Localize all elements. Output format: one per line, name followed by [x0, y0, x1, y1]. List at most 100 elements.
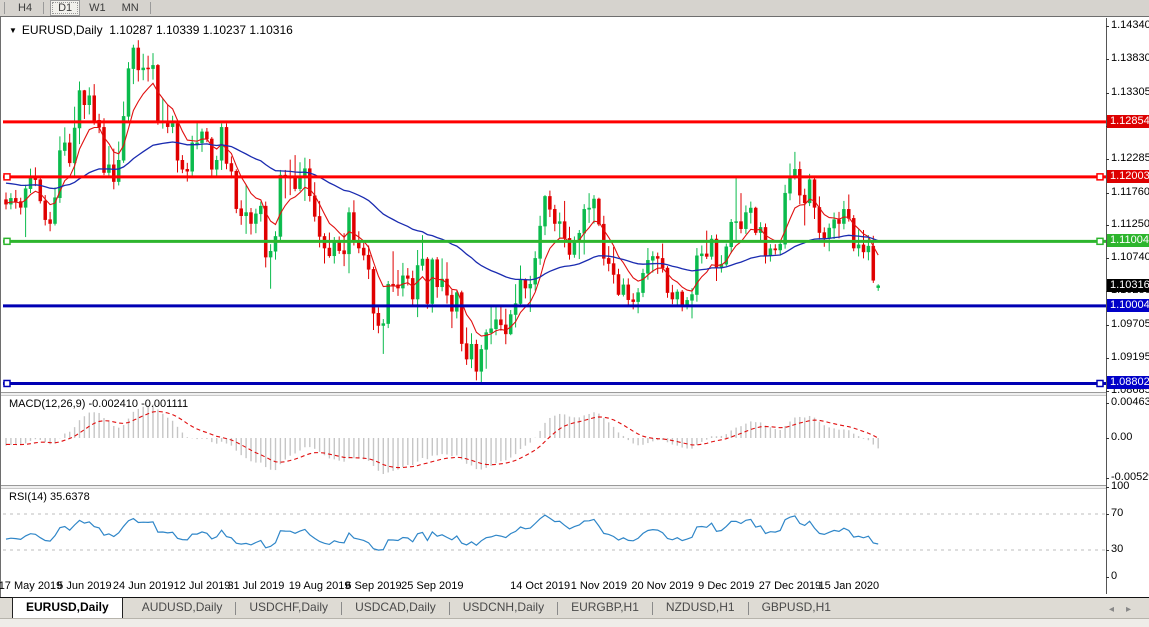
line-handle[interactable] [1096, 237, 1104, 246]
axis-tick [1106, 391, 1109, 393]
line-handle[interactable] [1096, 379, 1104, 388]
price-axis-label: 1.09195 [1111, 351, 1149, 364]
axis-tick [1106, 26, 1109, 27]
chart-title-symbol: EURUSD,Daily [21, 23, 103, 37]
price-badge-1.11004: 1.11004 [1107, 234, 1149, 248]
time-axis-label: 14 Oct 2019 [510, 580, 571, 592]
macd-signal-line [5, 410, 879, 469]
price-axis-label: 1.11760 [1111, 185, 1149, 198]
macd-label: MACD(12,26,9) -0.002410 -0.001111 [9, 398, 189, 410]
tf-button-h4[interactable]: H4 [18, 2, 33, 14]
tab-divider [747, 602, 749, 615]
price-axis-label: 1.11250 [1111, 218, 1149, 231]
tab-scroll-left-icon[interactable]: ◂ [1108, 604, 1126, 615]
price-badge-1.12003: 1.12003 [1107, 169, 1149, 183]
toolbar-separator [43, 2, 45, 14]
time-axis-label: 20 Nov 2019 [631, 580, 694, 592]
rsi-axis-label: 100 [1111, 480, 1130, 492]
axis-tick [1106, 258, 1109, 260]
price-axis: 1.143401.138301.133051.127951.122851.117… [1106, 17, 1149, 597]
time-axis-label: 15 Jan 2020 [818, 580, 880, 592]
tf-button-d1[interactable]: D1 [50, 0, 81, 16]
time-axis-label: 12 Jul 2019 [173, 580, 231, 592]
macd-axis-label: -0.005299 [1111, 471, 1149, 484]
time-axis-label: 24 Jun 2019 [112, 580, 174, 592]
axis-tick [1106, 325, 1109, 327]
bottom-scroll-strip[interactable] [0, 618, 1149, 627]
symbol-tab-bar: EURUSD,Daily AUDUSD,Daily USDCHF,Daily USDC… [0, 597, 1149, 618]
panel-divider-rsi[interactable] [1, 485, 1106, 489]
macd-values: -0.002410 -0.001111 [88, 398, 189, 410]
tab-divider [448, 602, 450, 615]
tf-button-mn[interactable]: MN [121, 2, 139, 14]
time-axis: 17 May 2019 5 Jun 2019 24 Jun 2019 12 Jul 2… [0, 578, 1106, 595]
axis-tick [1106, 192, 1109, 194]
axis-tick [1106, 92, 1109, 94]
chart-title: ▼ EURUSD,Daily 1.10287 1.10339 1.10237 1.… [9, 23, 293, 37]
axis-tick [1106, 514, 1109, 515]
tab-audusd[interactable]: AUDUSD,Daily [141, 600, 223, 614]
tab-divider [557, 602, 559, 615]
price-axis-border [1106, 18, 1107, 594]
tf-button-w1[interactable]: W1 [89, 2, 106, 14]
rsi-axis-label: 70 [1111, 507, 1124, 519]
line-handle[interactable] [3, 379, 11, 388]
time-axis-label: 1 Nov 2019 [570, 580, 628, 592]
macd-chart-canvas[interactable] [3, 394, 1106, 484]
time-axis-label: 31 Jul 2019 [227, 580, 285, 592]
tab-nzdusd[interactable]: NZDUSD,H1 [665, 600, 735, 614]
time-axis-label: 5 Jun 2019 [57, 580, 112, 592]
tab-eurusd[interactable]: EURUSD,Daily [12, 597, 123, 618]
axis-tick [1106, 478, 1109, 480]
price-axis-label: 1.14340 [1111, 19, 1149, 31]
tab-divider [235, 602, 237, 615]
price-axis-label: 1.13830 [1111, 51, 1149, 64]
time-axis-label: 25 Sep 2019 [401, 580, 464, 592]
axis-tick [1106, 358, 1109, 360]
time-axis-label: 9 Dec 2019 [698, 580, 755, 592]
tab-gbpusd[interactable]: GBPUSD,H1 [761, 600, 831, 614]
price-badge-1.10004: 1.10004 [1107, 298, 1149, 312]
price-axis-label: 1.13305 [1111, 85, 1149, 98]
price-badge-1.10316: 1.10316 [1107, 278, 1149, 292]
axis-tick [1106, 291, 1109, 293]
price-chart-canvas[interactable] [3, 18, 1106, 392]
tab-scroll-right-icon[interactable]: ▸ [1125, 604, 1143, 615]
axis-tick [1106, 403, 1109, 404]
toolbar-separator [4, 2, 5, 14]
price-axis-label: 1.09705 [1111, 318, 1149, 331]
macd-axis-label: 0.00 [1111, 431, 1133, 443]
line-handle[interactable] [3, 237, 11, 246]
time-axis-label: 6 Sep 2019 [345, 580, 402, 592]
rsi-chart-canvas[interactable] [3, 487, 1106, 578]
rsi-line [5, 514, 879, 551]
ma-fast-line [5, 82, 879, 337]
tab-usdcnh[interactable]: USDCNH,Daily [462, 600, 545, 614]
chart-title-ohlc: 1.10287 1.10339 1.10237 1.10316 [109, 23, 293, 37]
axis-tick [1106, 158, 1109, 160]
time-axis-label: 19 Aug 2019 [288, 580, 351, 592]
line-handle[interactable] [3, 173, 11, 181]
tab-divider [341, 602, 343, 615]
axis-tick [1106, 438, 1109, 439]
timeframe-toolbar: H4 D1 W1 MN [0, 0, 1149, 16]
panel-divider-macd[interactable] [1, 392, 1106, 396]
tab-usdcad[interactable]: USDCAD,Daily [355, 600, 436, 614]
axis-tick [1106, 58, 1109, 60]
ma-slow-line [5, 141, 879, 281]
axis-tick [1106, 550, 1109, 551]
price-axis-label: 1.10740 [1111, 251, 1149, 264]
axis-tick [1106, 577, 1109, 578]
rsi-axis-label: 30 [1111, 543, 1124, 555]
line-handle[interactable] [1096, 173, 1104, 181]
axis-tick [1106, 225, 1109, 227]
tab-scroll-arrows: ◂▸ [1109, 604, 1143, 615]
tab-usdchf[interactable]: USDCHF,Daily [249, 600, 329, 614]
tab-eurgbp[interactable]: EURGBP,H1 [571, 600, 639, 614]
rsi-label: RSI(14) 35.6378 [9, 491, 90, 503]
chart-window[interactable]: ▼ EURUSD,Daily 1.10287 1.10339 1.10237 1.… [0, 16, 1149, 598]
time-axis-label: 17 May 2019 [0, 580, 63, 592]
price-axis-label: 1.12285 [1111, 151, 1149, 164]
chart-dropdown-arrow-icon[interactable]: ▼ [9, 26, 17, 35]
